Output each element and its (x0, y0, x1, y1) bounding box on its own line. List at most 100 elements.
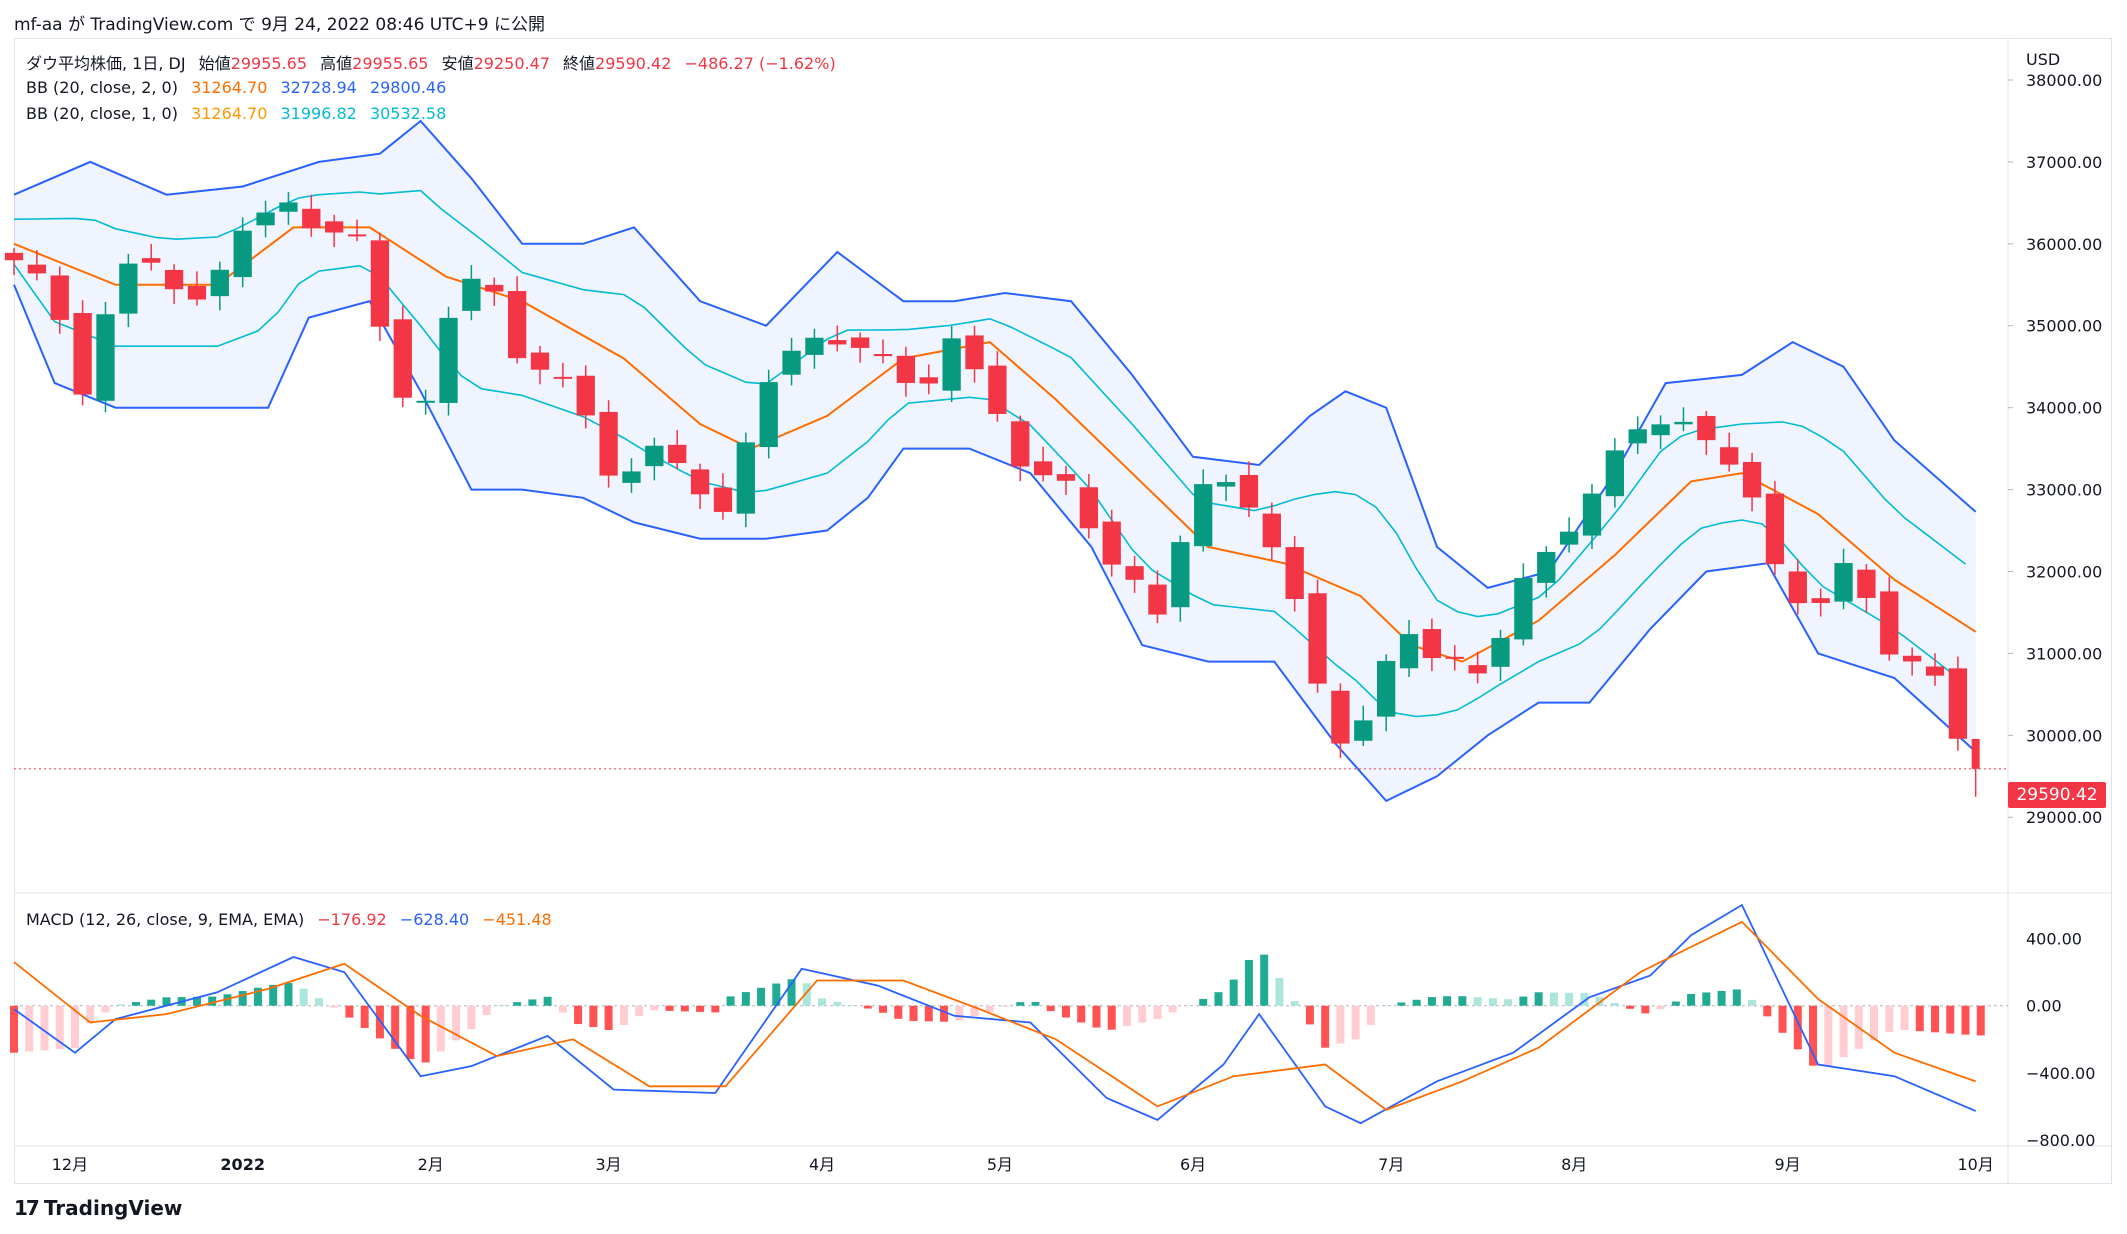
candle-body (50, 275, 69, 320)
candle-body (805, 337, 824, 355)
high-value: 29955.65 (352, 54, 429, 73)
macd-histogram-bar (1610, 1002, 1619, 1006)
macd-histogram-bar (131, 1002, 140, 1006)
bb2-label: BB (20, close, 2, 0) (26, 78, 178, 97)
macd-histogram-bar (1549, 992, 1558, 1006)
macd-histogram-bar (726, 996, 735, 1006)
macd-histogram-bar (1443, 996, 1452, 1006)
macd-histogram-bar (1092, 1005, 1101, 1028)
time-tick-label: 2022 (220, 1155, 265, 1174)
macd-histogram-bar (1565, 992, 1574, 1006)
candle-body (1125, 566, 1144, 580)
macd-histogram-bar (208, 996, 217, 1006)
currency-label: USD (2026, 50, 2061, 69)
macd-line (13, 903, 1977, 1125)
macd-histogram-bar (1656, 1005, 1665, 1010)
macd-histogram-bar (1351, 1005, 1360, 1040)
macd-histogram-bar (70, 1005, 79, 1049)
low-value: 29250.47 (473, 54, 550, 73)
macd-histogram-bar (1214, 992, 1223, 1006)
candle-body (302, 208, 321, 229)
macd-histogram-bar (1458, 996, 1467, 1006)
macd-histogram-bar (101, 1005, 110, 1013)
macd-histogram-bar (1016, 1002, 1025, 1006)
macd-histogram-bar (436, 1005, 445, 1052)
macd-histogram-bar (1336, 1005, 1345, 1044)
macd-legend: MACD (12, 26, close, 9, EMA, EMA) −176.9… (26, 910, 560, 929)
candle-body (279, 202, 298, 212)
candle-body (96, 314, 115, 401)
macd-histogram-bar (970, 1005, 979, 1017)
macd-tick-label: −400.00 (2026, 1064, 2095, 1083)
macd-histogram-bar (1580, 993, 1589, 1006)
price-tick-label: 32000.00 (2026, 562, 2102, 581)
macd-histogram-bar (787, 979, 796, 1006)
macd-histogram-bar (1915, 1005, 1924, 1032)
bb1-upper: 31996.82 (280, 104, 357, 123)
macd-histogram-bar (1122, 1005, 1131, 1027)
candle-body (1262, 513, 1281, 548)
open-value-group: 始値29955.65 (199, 54, 307, 73)
high-label: 高値 (320, 54, 353, 73)
macd-histogram-bar (1809, 1005, 1818, 1066)
macd-histogram-bar (1382, 1005, 1391, 1006)
macd-histogram-bar (650, 1005, 659, 1011)
macd-histogram-bar (1366, 1005, 1375, 1025)
macd-histogram-bar (1885, 1005, 1894, 1033)
candle-body (1834, 563, 1853, 602)
macd-histogram-bar (314, 998, 323, 1006)
macd-histogram-bar (253, 987, 262, 1006)
candle-body (690, 469, 710, 495)
candle-body (919, 377, 938, 384)
candle-body (73, 313, 92, 395)
price-tick-label: 38000.00 (2026, 71, 2102, 90)
macd-histogram-bar (1534, 992, 1543, 1006)
macd-histogram-bar (1717, 990, 1726, 1006)
bb1-upper-line (13, 189, 1966, 618)
low-value-group: 安値29250.47 (442, 54, 550, 73)
macd-histogram-bar (1260, 954, 1269, 1006)
candle-body (1148, 584, 1167, 615)
macd-histogram-bar (665, 1005, 674, 1011)
macd-histogram-bar (421, 1005, 430, 1063)
macd-histogram-bar (1793, 1005, 1802, 1050)
time-tick-label: 2月 (418, 1155, 444, 1174)
signal-line (13, 920, 1976, 1111)
candle-body (988, 365, 1007, 414)
candle-body (1605, 450, 1624, 497)
macd-histogram-bar (558, 1005, 567, 1013)
change-value: −486.27 (−1.62%) (684, 54, 836, 73)
macd-histogram-bar (55, 1005, 64, 1050)
price-tick-label: 36000.00 (2026, 235, 2102, 254)
macd-histogram-bar (1305, 1005, 1314, 1025)
bb2-lower: 29800.46 (369, 78, 447, 97)
macd-histogram-bar (1046, 1005, 1055, 1012)
macd-histogram-bar (513, 1002, 522, 1006)
macd-histogram-bar (238, 991, 247, 1006)
candle-body (1925, 666, 1945, 676)
candle-body (1514, 577, 1533, 640)
macd-histogram-bar (1839, 1005, 1848, 1058)
macd-histogram-bar (1626, 1005, 1635, 1009)
macd-histogram-bar (955, 1005, 964, 1021)
macd-histogram-bar (1732, 989, 1741, 1006)
candle-body (1811, 598, 1830, 603)
macd-histogram-bar (818, 998, 827, 1006)
time-tick-label: 7月 (1378, 1155, 1404, 1174)
macd-histogram-bar (1900, 1005, 1909, 1030)
candle-body (1171, 542, 1190, 608)
macd-histogram-bar (940, 1005, 949, 1022)
candle-body (736, 442, 755, 514)
candle-body (1445, 656, 1464, 659)
macd-histogram-bar (1519, 996, 1528, 1006)
macd-histogram-bar (345, 1005, 354, 1018)
candle-body (210, 269, 229, 297)
macd-histogram-bar (1702, 992, 1711, 1006)
macd-histogram-bar (1687, 993, 1696, 1006)
macd-histogram-bar (284, 982, 293, 1006)
chart-frame (14, 38, 2112, 1184)
macd-histogram-bar (497, 1004, 506, 1006)
candle-body (27, 264, 47, 274)
macd-histogram-bar (680, 1005, 689, 1012)
